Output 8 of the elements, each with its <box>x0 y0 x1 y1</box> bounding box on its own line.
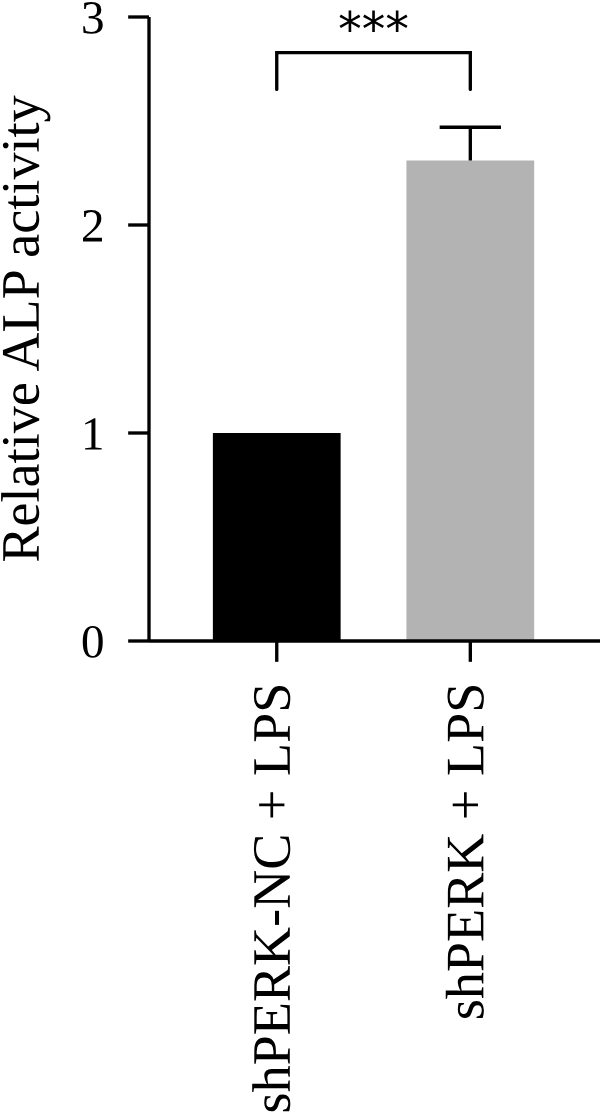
x-tick-label: shPERK + LPS <box>445 686 484 1019</box>
y-axis-title: Relative ALP activity <box>1 95 51 562</box>
annotation: *** <box>339 10 408 33</box>
x-tick-label: shPERK-NC + LPS <box>252 686 291 1112</box>
y-tick-label: 3 <box>83 2 103 34</box>
y-tick-label: 0 <box>82 625 103 658</box>
y-tick-label: 1 <box>85 418 102 450</box>
y-tick-label: 2 <box>83 210 102 242</box>
